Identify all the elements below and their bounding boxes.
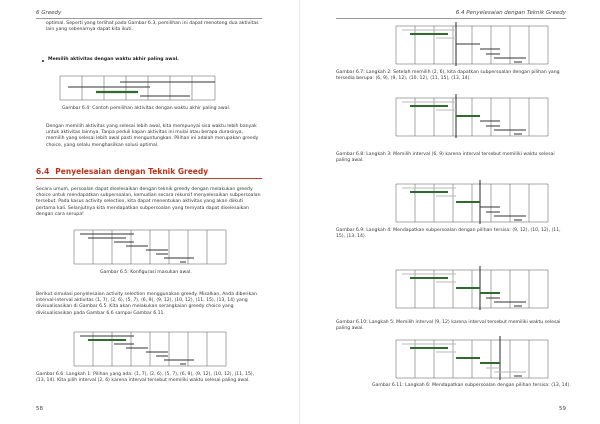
running-head-left: 6 Greedy bbox=[36, 10, 62, 16]
discarded-interval-bars bbox=[402, 343, 526, 373]
figure-6-10-caption: Gambar 6.10: Langkah 5: Memilih interval… bbox=[336, 320, 561, 332]
paragraph-4: Berikut simulasi penyelesaian activity s… bbox=[36, 292, 257, 316]
interval-bars bbox=[480, 206, 526, 221]
timeline-grid bbox=[73, 229, 227, 265]
page-number-left: 58 bbox=[36, 406, 43, 412]
figure-6-5-caption: Gambar 6.5: Konfigurasi masukan awal. bbox=[100, 270, 192, 275]
figure-6-7-diagram bbox=[395, 22, 549, 66]
figure-6-7-caption: Gambar 6.7: Langkah 2: Setelah memilih ⟨… bbox=[336, 70, 560, 82]
figure-6-4-caption: Gambar 6.4: Contoh pemilihan aktivitas d… bbox=[62, 106, 231, 111]
discarded-interval-bars bbox=[402, 101, 456, 111]
timeline-grid bbox=[59, 75, 216, 101]
header-rule bbox=[336, 18, 566, 19]
timeline-grid bbox=[395, 183, 549, 223]
left-page: 6 Greedy optimal. Seperti yang terlihat … bbox=[36, 10, 262, 412]
discarded-interval-bars bbox=[402, 187, 456, 197]
paragraph-3: Secara umum, persoalan dapat diselesaika… bbox=[36, 187, 261, 217]
header-rule bbox=[36, 18, 262, 19]
interval-bars bbox=[80, 233, 194, 263]
timeline-grid bbox=[395, 97, 549, 137]
section-heading: 6.4 Penyelesaian dengan Teknik Greedy bbox=[36, 167, 208, 176]
paragraph-2: Dengan memilih aktivitas yang selesai le… bbox=[46, 124, 259, 148]
figure-6-10-diagram bbox=[395, 266, 549, 310]
interval-bars bbox=[456, 43, 526, 63]
timeline-grid bbox=[73, 331, 227, 367]
interval-bars bbox=[486, 297, 526, 307]
discarded-interval-bars bbox=[402, 273, 456, 283]
timeline-grid bbox=[395, 339, 549, 379]
bullet-item: Memilih aktivitas dengan waktu akhir pal… bbox=[48, 57, 179, 62]
interval-bars bbox=[80, 335, 194, 365]
interval-bars bbox=[480, 120, 526, 135]
figure-6-8-caption: Gambar 6.8: Langkah 3: Memilih interval … bbox=[336, 152, 555, 164]
figure-6-5-diagram bbox=[73, 229, 227, 265]
running-head-right: 6.4 Penyelesaian dengan Teknik Greedy bbox=[455, 10, 566, 16]
figure-6-4-diagram bbox=[59, 75, 216, 101]
discarded-interval-bars bbox=[402, 29, 456, 39]
section-title: Penyelesaian dengan Teknik Greedy bbox=[55, 167, 209, 176]
timeline-grid bbox=[395, 269, 549, 309]
bullet-dot bbox=[42, 60, 45, 63]
figure-6-9-caption: Gambar 6.9: Langkah 4: Mendapatkan subpe… bbox=[336, 228, 561, 240]
figure-6-9-diagram bbox=[395, 180, 549, 224]
figure-6-11-diagram bbox=[395, 336, 549, 380]
right-page: 6.4 Penyelesaian dengan Teknik Greedy Ga… bbox=[300, 0, 600, 424]
figure-6-8-diagram bbox=[395, 94, 549, 138]
section-number: 6.4 bbox=[36, 167, 50, 176]
intro-paragraph: optimal. Seperti yang terlihat pada Gamb… bbox=[46, 21, 259, 33]
figure-6-6-diagram bbox=[73, 331, 227, 367]
figure-6-11-caption: Gambar 6.11: Langkah 6: Mendapatkan subp… bbox=[372, 383, 571, 388]
section-rule bbox=[36, 178, 262, 179]
figure-6-6-caption: Gambar 6.6: Langkah 1: Pilihan yang ada:… bbox=[36, 372, 255, 384]
page-number-right: 59 bbox=[559, 406, 566, 412]
